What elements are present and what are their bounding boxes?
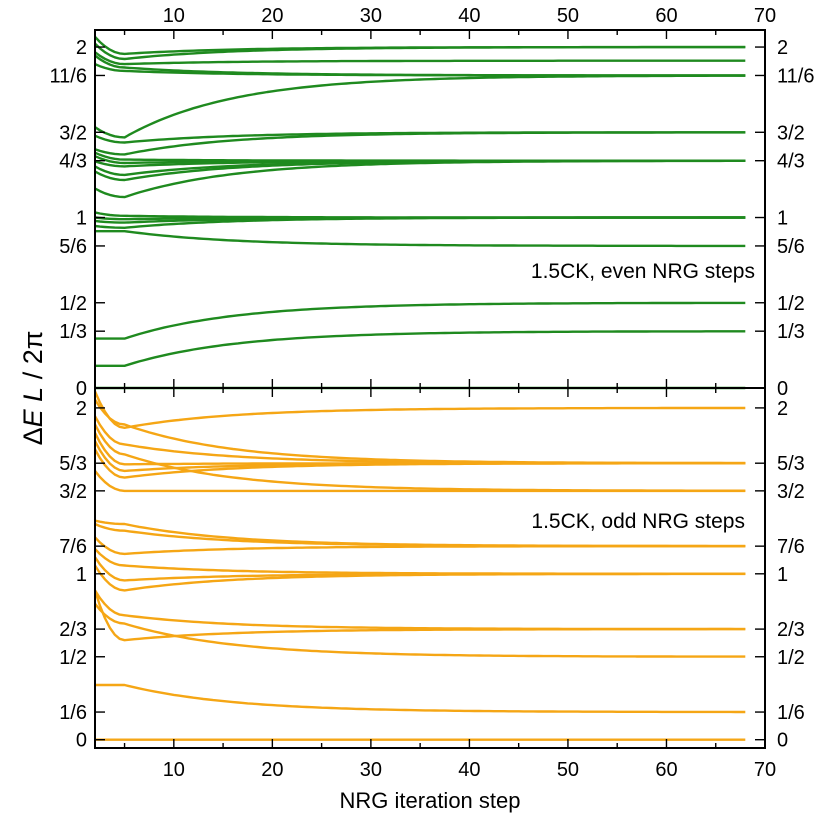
y-tick-label-right: 2/3: [777, 619, 805, 641]
x-tick-label-top: 60: [655, 5, 677, 27]
level-line: [93, 589, 746, 631]
y-tick-label-left: 5/6: [59, 236, 87, 258]
x-tick-label-top: 50: [557, 5, 579, 27]
y-tick-label-right: 1/3: [777, 321, 805, 343]
y-tick-label-left: 1: [76, 564, 87, 586]
x-tick-label-bottom: 50: [557, 759, 579, 781]
y-tick-label-right: 1: [777, 208, 788, 230]
y-tick-label-left: 11/6: [50, 65, 87, 87]
x-tick-label-bottom: 20: [261, 759, 283, 781]
y-tick-label-right: 2: [777, 37, 788, 59]
top-panel: 0 0 1/3 1/3 1/2 1/2 5/6 5/6 1 1 4/3 4/3 3/2 3/2 11/6 11…: [50, 29, 814, 400]
x-tick-label-bottom: 40: [458, 759, 480, 781]
x-tick-label-top: 40: [458, 5, 480, 27]
y-tick-label-right: 2: [777, 398, 788, 420]
y-tick-label-right: 3/2: [777, 122, 805, 144]
y-tick-label-right: 1/2: [777, 647, 805, 669]
x-tick-label-top: 10: [163, 5, 185, 27]
y-tick-label-right: 0: [777, 378, 788, 400]
y-axis-label: ΔE L / 2π: [18, 331, 48, 446]
level-line: [95, 330, 746, 367]
level-line: [93, 398, 746, 465]
x-axis: 10 10 20 20 30 30 40 40 50 50 60 60 70 70: [163, 5, 776, 781]
level-line: [94, 35, 746, 56]
x-tick-label-bottom: 30: [360, 759, 382, 781]
level-line: [95, 301, 746, 340]
level-line: [94, 159, 746, 199]
x-tick-label-top: 20: [261, 5, 283, 27]
y-tick-label-left: 1/3: [59, 321, 87, 343]
level-line: [94, 602, 746, 658]
level-line: [95, 683, 746, 714]
y-axis-label-pi: π: [18, 331, 48, 350]
y-tick-label-right: 5/3: [777, 453, 805, 475]
level-line: [94, 151, 746, 162]
y-tick-label-right: 7/6: [777, 536, 805, 558]
level-line: [94, 211, 746, 219]
y-tick-label-right: 1: [777, 564, 788, 586]
x-tick-label-bottom: 60: [655, 759, 677, 781]
level-line: [94, 519, 746, 548]
level-line: [93, 590, 746, 642]
y-tick-label-left: 7/6: [59, 536, 87, 558]
top-panel-annotation: 1.5CK, even NRG steps: [531, 260, 755, 283]
level-line: [93, 440, 746, 473]
x-tick-label-bottom: 10: [163, 759, 185, 781]
y-tick-label-left: 0: [76, 730, 87, 752]
bottom-panel-frame: [94, 387, 766, 749]
level-line: [94, 51, 746, 66]
level-line: [93, 423, 746, 492]
y-tick-label-left: 1/6: [59, 702, 87, 724]
y-tick-label-right: 1/2: [777, 293, 805, 315]
y-axis-label-delta: Δ: [18, 427, 48, 445]
y-tick-label-right: 3/2: [777, 481, 805, 503]
level-line: [94, 548, 746, 575]
bottom-panel-ticks: 0 0 1/6 1/6 1/2 1/2 2/3 2/3 1 1 7/6 7/6 3/2 3/2 5/3 5/3…: [59, 388, 805, 752]
bottom-panel-curves: [93, 390, 746, 741]
top-panel-curves: [94, 35, 746, 390]
y-tick-label-left: 3/2: [59, 481, 87, 503]
y-tick-label-left: 2/3: [59, 619, 87, 641]
y-tick-label-left: 3/2: [59, 122, 87, 144]
y-axis-label-el: E L: [18, 387, 48, 428]
y-tick-label-left: 1/2: [59, 293, 87, 315]
y-tick-label-right: 5/6: [777, 236, 805, 258]
x-tick-label-top: 70: [754, 5, 776, 27]
y-tick-label-left: 5/3: [59, 453, 87, 475]
y-tick-label-left: 0: [76, 378, 87, 400]
bottom-panel: 0 0 1/6 1/6 1/2 1/2 2/3 2/3 1 1 7/6 7/6 3/2 3/2 5/3 5/3…: [59, 387, 805, 752]
y-axis-label-two: / 2: [18, 349, 48, 387]
level-line: [93, 390, 746, 429]
level-line: [93, 415, 746, 465]
y-tick-label-left: 1: [76, 208, 87, 230]
y-tick-label-right: 4/3: [777, 151, 805, 173]
level-line: [94, 74, 746, 139]
y-tick-label-left: 2: [76, 398, 87, 420]
y-tick-label-left: 1/2: [59, 647, 87, 669]
x-tick-label-top: 30: [360, 5, 382, 27]
y-tick-label-left: 2: [76, 37, 87, 59]
level-line: [94, 131, 746, 144]
y-tick-label-right: 0: [777, 730, 788, 752]
y-tick-label-left: 4/3: [59, 151, 87, 173]
y-tick-label-right: 11/6: [777, 65, 814, 87]
level-line: [94, 131, 746, 156]
x-tick-label-bottom: 70: [754, 759, 776, 781]
top-panel-ticks: 0 0 1/3 1/3 1/2 1/2 5/6 5/6 1 1 4/3 4/3 3/2 3/2 11/6 11…: [50, 30, 814, 400]
level-line: [95, 230, 746, 248]
level-line: [94, 54, 746, 77]
bottom-panel-annotation: 1.5CK, odd NRG steps: [531, 510, 745, 533]
y-tick-label-right: 1/6: [777, 702, 805, 724]
x-axis-label: NRG iteration step: [340, 788, 521, 813]
